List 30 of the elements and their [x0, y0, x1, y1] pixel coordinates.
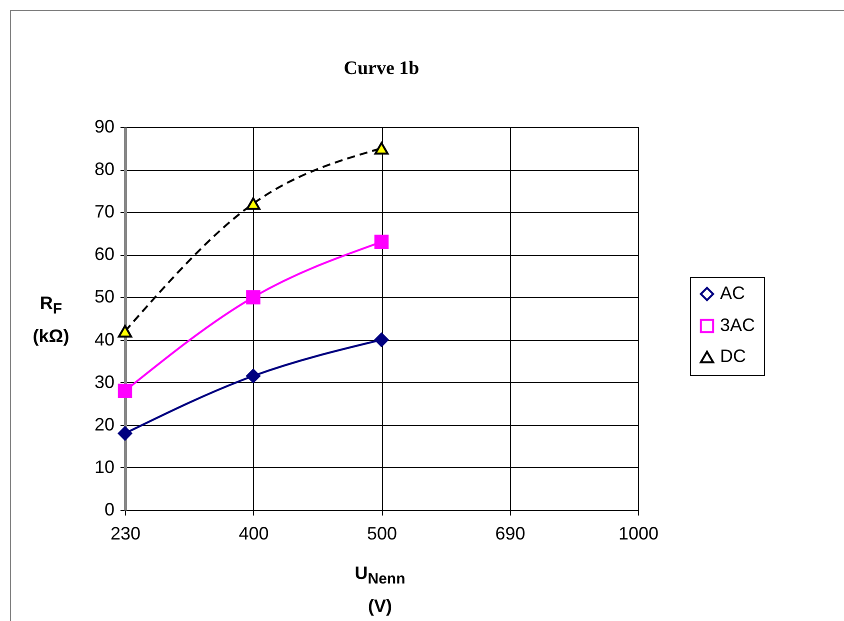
- y-tick-label: 0: [104, 500, 114, 520]
- y-tick-label: 60: [94, 244, 114, 264]
- x-tick-label: 500: [366, 524, 398, 544]
- y-tick-label: 80: [94, 159, 114, 180]
- x-tick-label: 690: [495, 524, 526, 544]
- y-tick-label: 70: [94, 202, 114, 222]
- point: [118, 384, 132, 398]
- legend-label: DC: [720, 346, 746, 366]
- y-tick-label: 20: [94, 414, 114, 434]
- point: [246, 290, 260, 304]
- chart-title: Curve 1b: [342, 58, 420, 80]
- y-axis-title: R$_{F}$ (kΩ): [32, 292, 70, 348]
- y-tick-label: 40: [94, 329, 114, 350]
- x-tick-label: 230: [110, 524, 141, 544]
- y-tick-label: 10: [94, 456, 114, 477]
- legend-label: AC: [720, 283, 746, 303]
- y-tick-label: 90: [94, 116, 114, 136]
- point: [246, 368, 260, 384]
- x-axis-title: U$_{Nenn}$ (V): [354, 562, 406, 618]
- point: [374, 332, 389, 347]
- y-tick-label: 50: [94, 286, 114, 307]
- y-tick-label: 30: [94, 372, 114, 392]
- point: [374, 234, 389, 250]
- point: [118, 426, 132, 441]
- point: [374, 142, 389, 155]
- point: [118, 324, 132, 338]
- x-tick-label: 1000: [618, 524, 659, 544]
- legend-label: 3AC: [720, 315, 756, 335]
- point: [246, 197, 260, 210]
- x-tick-label: 400: [238, 524, 269, 544]
